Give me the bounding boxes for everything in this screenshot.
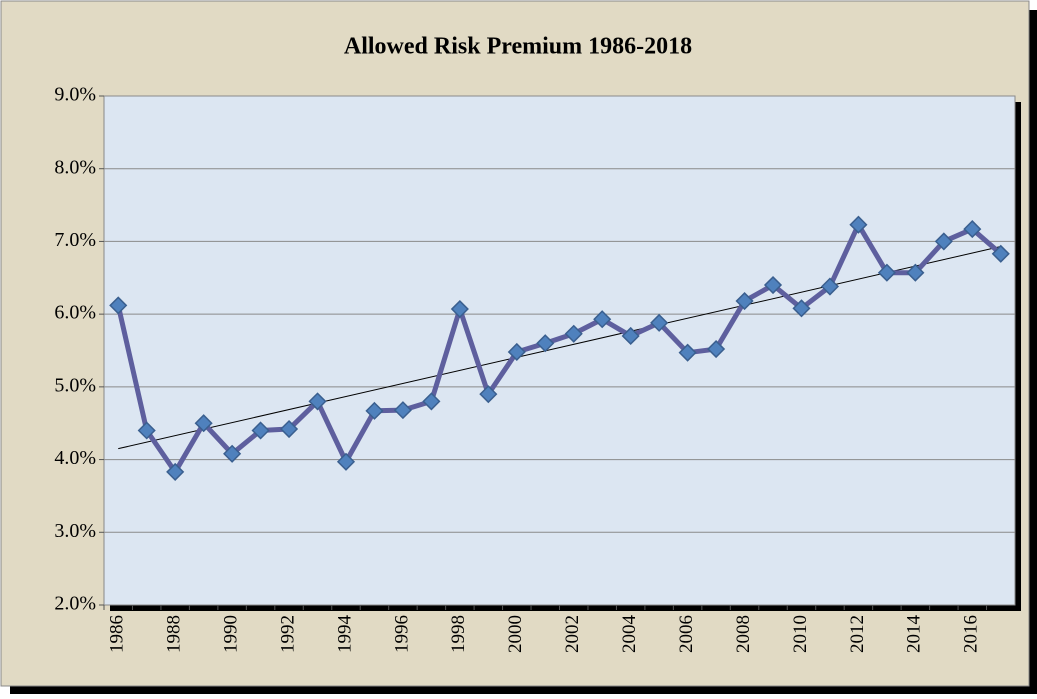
marker xyxy=(650,313,669,332)
marker xyxy=(763,275,783,295)
marker xyxy=(251,421,270,440)
marker xyxy=(507,342,526,362)
x-tick-label: 1988 xyxy=(164,615,185,653)
marker xyxy=(934,232,953,251)
y-tick-label: 9.0% xyxy=(54,84,96,106)
marker xyxy=(450,299,469,319)
x-tick-label: 1998 xyxy=(448,615,469,653)
y-tick-label: 6.0% xyxy=(54,302,96,324)
marker xyxy=(735,291,754,311)
marker xyxy=(877,263,896,282)
chart-title: Allowed Risk Premium 1986-2018 xyxy=(344,34,692,60)
marker xyxy=(479,385,498,404)
x-tick-label: 1994 xyxy=(334,615,355,654)
x-tick-label: 2012 xyxy=(847,615,868,653)
marker xyxy=(194,414,213,433)
marker xyxy=(308,392,327,411)
marker xyxy=(991,244,1010,263)
y-tick-label: 5.0% xyxy=(54,374,96,396)
x-tick-label: 2006 xyxy=(676,615,697,653)
plot-area xyxy=(103,95,1016,606)
trendline xyxy=(118,246,1001,450)
marker xyxy=(621,326,640,346)
x-tick-label: 1992 xyxy=(277,615,298,653)
y-tick-label: 7.0% xyxy=(54,229,96,251)
marker xyxy=(963,220,982,239)
y-tick-label: 4.0% xyxy=(54,447,96,469)
marker xyxy=(166,462,185,481)
marker xyxy=(137,421,156,440)
marker xyxy=(365,401,384,420)
marker xyxy=(393,401,412,420)
y-tick-label: 8.0% xyxy=(54,156,96,178)
y-tick-label: 2.0% xyxy=(54,593,96,615)
marker xyxy=(536,334,555,353)
marker xyxy=(336,452,356,471)
x-tick-label: 1990 xyxy=(220,615,241,653)
marker xyxy=(422,392,441,411)
marker xyxy=(707,339,726,359)
marker xyxy=(279,419,299,439)
marker xyxy=(678,343,697,362)
x-tick-label: 2000 xyxy=(505,615,526,653)
x-tick-label: 2004 xyxy=(619,615,640,654)
marker xyxy=(223,444,242,463)
marker xyxy=(906,263,925,282)
y-tick-label: 3.0% xyxy=(54,520,96,542)
marker xyxy=(849,215,868,234)
x-tick-label: 2010 xyxy=(790,615,811,653)
x-tick-label: 2016 xyxy=(961,615,982,653)
marker xyxy=(593,310,612,329)
x-tick-label: 2002 xyxy=(562,615,583,653)
marker xyxy=(564,324,583,343)
x-tick-label: 1996 xyxy=(391,615,412,653)
marker xyxy=(820,277,840,296)
marker xyxy=(109,296,128,315)
x-tick-label: 2014 xyxy=(904,615,925,654)
marker xyxy=(792,299,811,318)
x-tick-label: 2008 xyxy=(733,615,754,653)
x-tick-label: 1986 xyxy=(107,615,128,653)
